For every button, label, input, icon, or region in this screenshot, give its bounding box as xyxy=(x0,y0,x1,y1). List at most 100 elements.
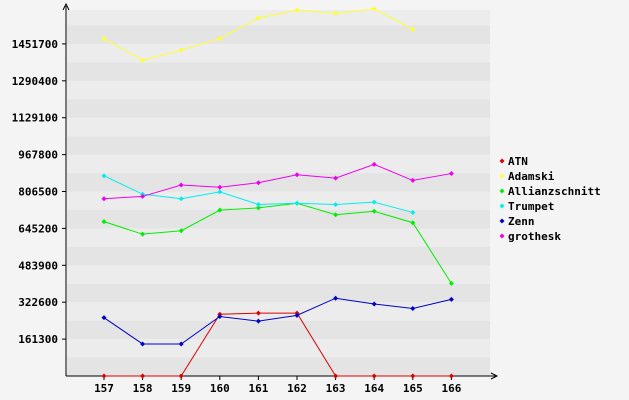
grid-band xyxy=(67,191,490,210)
data-point-adamski xyxy=(178,47,184,53)
data-point-trumpet xyxy=(371,199,377,205)
data-point-grothesk xyxy=(255,180,261,186)
data-point-zenn xyxy=(410,306,416,312)
data-point-allianzschnitt xyxy=(333,212,339,218)
series-line-zenn xyxy=(103,297,452,345)
data-point-adamski xyxy=(410,26,416,32)
y-tick-label: 1129100 xyxy=(12,112,58,125)
data-point-adamski xyxy=(101,36,107,42)
data-point-trumpet xyxy=(217,189,223,195)
grid-band xyxy=(67,43,490,63)
y-tick-label: 967800 xyxy=(18,149,58,162)
data-point-zenn xyxy=(178,341,184,347)
data-point-allianzschnitt xyxy=(101,219,107,225)
x-tick-label: 166 xyxy=(441,382,461,395)
grid-band xyxy=(67,117,490,137)
y-tick-label: 806500 xyxy=(18,186,58,199)
legend-marker-atn xyxy=(499,158,505,164)
legend-label-grothesk: grothesk xyxy=(508,230,561,243)
data-point-allianzschnitt xyxy=(217,207,223,213)
data-point-zenn xyxy=(217,314,223,320)
x-axis-ticks: 157 158 159 160 161 162 163 164 165 166 xyxy=(94,376,462,395)
data-point-grothesk xyxy=(448,171,454,177)
y-tick-label: 645200 xyxy=(18,222,58,235)
y-axis-ticks: 161300 322600 483900 645200 806500 967800 1129… xyxy=(12,38,66,346)
grid-band xyxy=(67,80,490,100)
x-tick-label: 162 xyxy=(287,382,307,395)
x-tick-label: 159 xyxy=(171,382,191,395)
data-point-grothesk xyxy=(371,161,377,167)
data-point-atn xyxy=(448,373,454,379)
legend-marker-trumpet xyxy=(499,203,505,209)
y-axis-arrow-icon xyxy=(62,2,70,11)
series-line-atn xyxy=(104,312,452,377)
data-point-trumpet xyxy=(178,196,184,202)
grid-band xyxy=(67,265,490,284)
x-tick-label: 164 xyxy=(364,382,384,395)
data-point-trumpet xyxy=(101,173,107,179)
data-point-grothesk xyxy=(410,177,416,183)
series-line-grothesk xyxy=(103,163,452,200)
x-tick-label: 161 xyxy=(248,382,268,395)
data-point-adamski xyxy=(255,15,261,21)
legend-label-allianzschnitt: Allianzschnitt xyxy=(508,185,601,198)
x-axis-arrow-icon xyxy=(490,372,499,380)
legend-label-zenn: Zenn xyxy=(508,215,535,228)
data-point-atn xyxy=(140,373,146,379)
data-point-grothesk xyxy=(140,193,146,199)
data-point-grothesk xyxy=(101,196,107,202)
x-tick-label: 157 xyxy=(94,382,114,395)
legend-marker-zenn xyxy=(499,218,505,224)
data-point-trumpet xyxy=(410,209,416,215)
legend-marker-adamski xyxy=(499,173,505,179)
legend-label-atn: ATN xyxy=(508,155,528,168)
data-point-adamski xyxy=(217,36,223,42)
data-point-trumpet xyxy=(294,200,300,206)
data-point-trumpet xyxy=(333,201,339,207)
data-point-zenn xyxy=(333,295,339,301)
data-point-grothesk xyxy=(178,182,184,188)
grid-band xyxy=(67,173,490,192)
data-point-allianzschnitt xyxy=(371,208,377,214)
y-tick-label: 483900 xyxy=(18,259,58,272)
x-tick-label: 163 xyxy=(326,382,346,395)
data-point-zenn xyxy=(294,312,300,318)
data-point-atn xyxy=(255,310,261,316)
y-tick-label: 1451700 xyxy=(12,38,58,51)
data-point-atn xyxy=(371,373,377,379)
grid-band xyxy=(67,320,490,340)
data-point-zenn xyxy=(140,341,146,347)
data-point-allianzschnitt xyxy=(255,205,261,211)
legend-label-trumpet: Trumpet xyxy=(508,200,554,213)
data-point-adamski xyxy=(371,6,377,12)
data-point-allianzschnitt xyxy=(140,231,146,237)
x-tick-label: 165 xyxy=(403,382,423,395)
data-point-zenn xyxy=(101,315,107,321)
data-point-atn xyxy=(178,373,184,379)
grid-band xyxy=(67,99,490,118)
data-point-adamski xyxy=(294,7,300,13)
y-tick-label: 161300 xyxy=(18,333,58,346)
grid-band xyxy=(67,62,490,81)
x-tick-label: 160 xyxy=(210,382,230,395)
grid-band xyxy=(67,228,490,247)
series-group xyxy=(101,6,454,379)
data-point-atn xyxy=(101,373,107,379)
x-tick-label: 158 xyxy=(133,382,153,395)
legend-marker-allianzschnitt xyxy=(499,188,505,194)
grid-band xyxy=(67,302,490,321)
data-point-zenn xyxy=(448,296,454,302)
grid-band xyxy=(67,154,490,174)
data-point-trumpet xyxy=(255,201,261,207)
data-point-zenn xyxy=(255,318,261,324)
grid-band xyxy=(67,10,490,26)
y-tick-label: 322600 xyxy=(18,296,58,309)
data-point-atn xyxy=(333,373,339,379)
data-point-grothesk xyxy=(217,184,223,190)
grid-band xyxy=(67,357,490,376)
y-tick-label: 1290400 xyxy=(12,75,58,88)
legend: ATN Adamski Allianzschnitt Trumpet Zenn groth… xyxy=(499,155,601,243)
data-point-grothesk xyxy=(294,172,300,178)
data-point-grothesk xyxy=(333,175,339,181)
